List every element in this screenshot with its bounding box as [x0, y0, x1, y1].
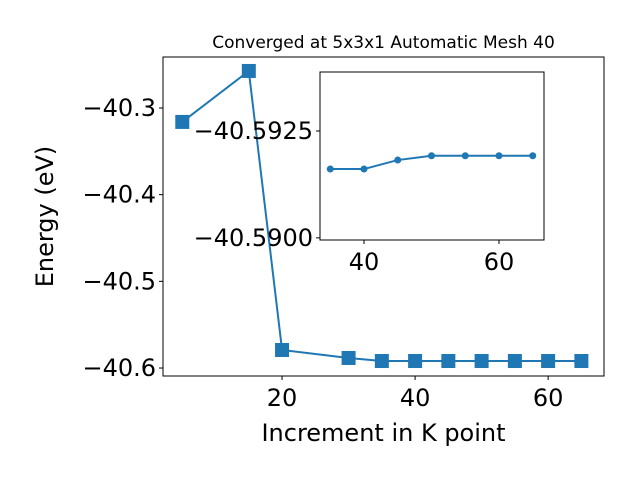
marker [341, 350, 356, 365]
x-tick-label: 20 [267, 384, 298, 412]
x-tick-label: 40 [349, 248, 380, 276]
marker [241, 63, 256, 78]
marker [441, 354, 456, 369]
marker [507, 354, 522, 369]
marker [529, 152, 537, 160]
marker [461, 152, 469, 160]
x-tick-label: 40 [400, 384, 431, 412]
x-axis-label: Increment in K point [261, 419, 505, 447]
marker [495, 152, 503, 160]
marker [474, 354, 489, 369]
x-tick-label: 60 [484, 248, 515, 276]
marker [326, 165, 334, 173]
y-tick-label: −40.5 [82, 267, 156, 295]
marker [408, 354, 423, 369]
y-tick-label: −40.3 [82, 94, 156, 122]
marker [427, 152, 435, 160]
marker [394, 156, 402, 164]
marker [574, 354, 589, 369]
x-tick-label: 60 [533, 384, 564, 412]
y-tick-label: −40.4 [82, 181, 156, 209]
y-tick-label: −40.5925 [194, 117, 313, 145]
marker [275, 342, 290, 357]
marker [374, 354, 389, 369]
chart-title: Converged at 5x3x1 Automatic Mesh 40 [212, 33, 555, 53]
y-tick-label: −40.6 [82, 354, 156, 382]
marker [541, 354, 556, 369]
y-tick-label: −40.5900 [194, 224, 313, 252]
y-axis-label: Energy (eV) [31, 146, 59, 288]
marker [360, 165, 368, 173]
marker [175, 114, 190, 129]
